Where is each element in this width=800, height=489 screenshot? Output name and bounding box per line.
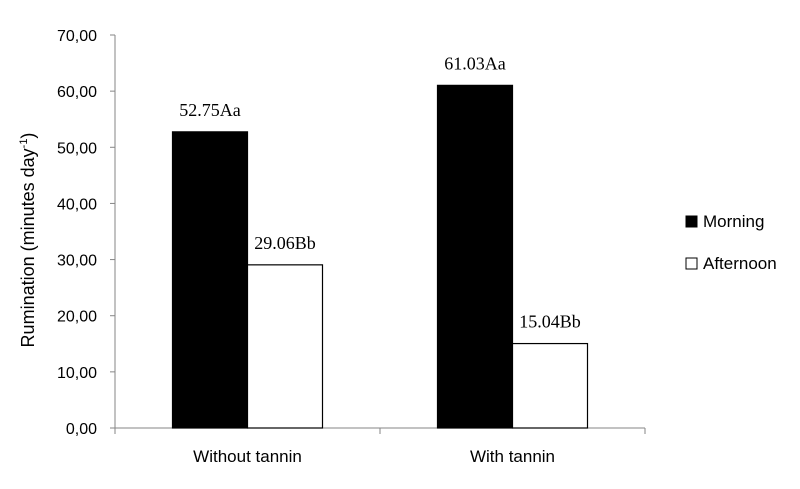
y-tick-label: 20,00 xyxy=(57,309,97,326)
y-tick-label: 0,00 xyxy=(66,421,97,438)
y-tick-label: 40,00 xyxy=(57,196,97,213)
legend-swatch-afternoon xyxy=(685,257,698,270)
y-tick-label: 60,00 xyxy=(57,84,97,101)
y-tick-label: 50,00 xyxy=(57,140,97,157)
x-category-label: Without tannin xyxy=(193,447,302,466)
legend: Morning Afternoon xyxy=(685,212,777,273)
bar-afternoon-1 xyxy=(246,264,324,429)
y-tick-label: 30,00 xyxy=(57,253,97,270)
bar-morning-1 xyxy=(171,131,249,429)
data-label: 29.06Bb xyxy=(254,233,316,253)
data-label: 52.75Aa xyxy=(179,100,241,120)
data-labels: 52.75Aa 61.03Aa 29.06Bb 15.04Bb xyxy=(179,53,581,331)
bar-morning-2 xyxy=(436,84,514,429)
bar-afternoon-2 xyxy=(511,342,589,429)
data-label: 61.03Aa xyxy=(444,53,506,73)
y-axis-label: Rumination (minutes day-1) xyxy=(18,133,38,348)
y-tick-label: 70,00 xyxy=(57,28,97,45)
axes: 0,00 10,00 20,00 30,00 40,00 50,00 60,00 70,00 W… xyxy=(57,28,646,466)
legend-label-morning: Morning xyxy=(703,212,764,231)
data-label: 15.04Bb xyxy=(519,312,581,332)
legend-swatch-morning xyxy=(685,215,698,228)
x-category-label: With tannin xyxy=(470,447,555,466)
legend-label-afternoon: Afternoon xyxy=(703,254,777,273)
y-tick-label: 10,00 xyxy=(57,365,97,382)
bars xyxy=(171,84,589,429)
